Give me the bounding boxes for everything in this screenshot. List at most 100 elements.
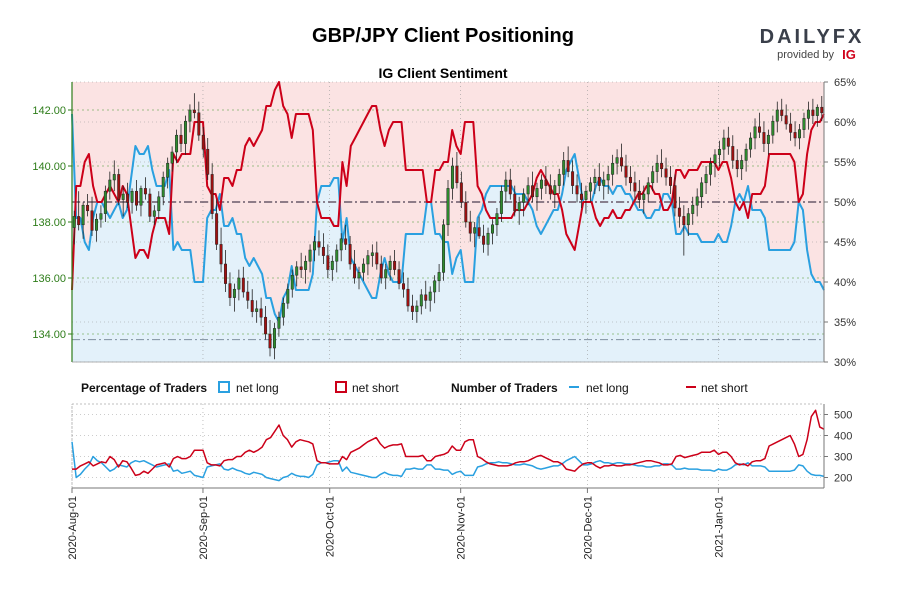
- price-candle: [704, 166, 708, 194]
- sentiment-tick-label: 35%: [834, 317, 856, 329]
- candle-body: [735, 160, 739, 170]
- price-candle: [433, 275, 437, 304]
- net-short-percentage-line: [71, 81, 825, 291]
- traders-frame: [71, 403, 825, 489]
- price-candle: [789, 112, 793, 141]
- price-candle: [740, 154, 744, 180]
- candle-body: [77, 216, 81, 226]
- candle-body: [553, 185, 557, 195]
- candle-body: [571, 171, 575, 186]
- price-candle: [192, 93, 196, 119]
- price-candle: [344, 224, 348, 250]
- price-candle: [402, 272, 405, 298]
- candle-body: [143, 188, 147, 195]
- price-candle: [112, 160, 116, 192]
- candle-body: [259, 308, 263, 318]
- candle-body: [183, 120, 187, 144]
- candle-body: [802, 118, 806, 130]
- brand-logo: DAILYFX provided by IG: [760, 26, 862, 62]
- price-candle: [597, 163, 601, 192]
- price-candle: [820, 96, 824, 122]
- price-candle: [237, 269, 241, 301]
- price-candle: [588, 177, 592, 203]
- price-candle: [802, 112, 806, 138]
- candle-body: [393, 260, 397, 270]
- candle-body: [424, 294, 428, 301]
- candle-body: [121, 193, 125, 200]
- candle-body: [499, 190, 503, 214]
- legend-pct-long-swatch: [218, 381, 230, 393]
- price-candle: [170, 146, 174, 172]
- price-candle: [397, 261, 401, 290]
- traders-gridlines: [71, 403, 825, 489]
- candle-body: [250, 300, 254, 312]
- candle-body: [406, 288, 410, 307]
- candle-body: [593, 176, 597, 184]
- candle-body: [455, 165, 459, 184]
- price-candle: [139, 185, 143, 217]
- chart-subtitle: IG Client Sentiment: [378, 65, 507, 81]
- price-candle: [121, 185, 125, 217]
- price-candle: [241, 266, 245, 298]
- candle-body: [206, 148, 210, 175]
- candle-body: [268, 333, 272, 349]
- candle-body: [562, 160, 566, 175]
- price-candle: [762, 121, 766, 152]
- candle-body: [161, 176, 165, 198]
- candle-body: [584, 190, 588, 200]
- candle-body: [304, 260, 308, 270]
- price-tick-label: 142.00: [32, 105, 66, 117]
- candle-body: [264, 316, 268, 335]
- price-candle: [642, 185, 646, 214]
- price-candle: [459, 171, 463, 208]
- price-candle: [508, 168, 512, 200]
- price-sentiment-panel: 134.00 136.00 138.00 140.00 142.00 30% 35% 40% 4…: [32, 77, 856, 369]
- candle-body: [673, 185, 677, 209]
- candle-body: [188, 109, 192, 122]
- price-candle: [277, 311, 281, 337]
- price-candle: [495, 208, 499, 236]
- price-candle: [424, 280, 428, 309]
- candle-body: [526, 185, 530, 195]
- candle-body: [348, 244, 352, 265]
- x-tick-label: 2020-Nov-01: [456, 496, 468, 560]
- candle-body: [402, 283, 405, 290]
- price-candle: [299, 252, 303, 278]
- candle-body: [241, 277, 245, 293]
- traders-tick-label: 300: [834, 452, 852, 464]
- price-candle: [571, 160, 575, 194]
- reference-lines: [72, 201, 824, 341]
- candle-body: [789, 123, 793, 133]
- price-candle: [99, 205, 103, 228]
- price-candle: [410, 294, 414, 320]
- x-tick-label: 2020-Sep-01: [198, 496, 210, 560]
- candle-body: [228, 283, 232, 298]
- candle-body: [135, 190, 138, 206]
- price-candle: [539, 174, 543, 200]
- price-candle: [72, 210, 76, 245]
- candle-body: [308, 249, 312, 262]
- price-candle: [446, 180, 450, 236]
- candle-body: [313, 241, 316, 251]
- net-long-area: [72, 114, 824, 362]
- candle-body: [272, 328, 276, 349]
- candle-body: [388, 260, 392, 270]
- price-candle: [749, 132, 753, 158]
- price-candle: [152, 205, 156, 225]
- candle-body: [86, 204, 90, 212]
- candle-body: [731, 146, 735, 161]
- price-candle: [566, 146, 570, 178]
- candle-body: [544, 179, 548, 186]
- price-candle: [201, 126, 205, 158]
- price-tick-label: 140.00: [32, 161, 66, 173]
- candle-body: [793, 132, 797, 139]
- brand-tagline: provided by: [777, 49, 834, 61]
- candle-body: [232, 288, 236, 298]
- candle-body: [379, 263, 383, 279]
- candle-body: [495, 213, 499, 226]
- candle-body: [660, 162, 664, 170]
- price-candle: [357, 266, 361, 290]
- candle-body: [548, 185, 552, 195]
- price-candle: [806, 101, 810, 130]
- candle-body: [290, 274, 294, 290]
